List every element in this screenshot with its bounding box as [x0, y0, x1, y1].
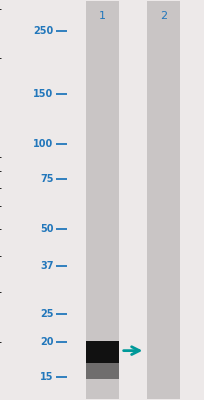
Bar [86, 363, 118, 379]
Text: 15: 15 [40, 372, 53, 382]
Text: 2: 2 [159, 12, 166, 22]
Text: 150: 150 [33, 89, 53, 99]
Text: 75: 75 [40, 174, 53, 184]
Text: 20: 20 [40, 336, 53, 346]
Text: 50: 50 [40, 224, 53, 234]
Text: 37: 37 [40, 261, 53, 271]
Bar [147, 0, 179, 399]
Text: 250: 250 [33, 26, 53, 36]
Bar [86, 341, 118, 363]
Text: 100: 100 [33, 139, 53, 149]
Text: 1: 1 [99, 12, 105, 22]
Bar [86, 0, 118, 399]
Text: 25: 25 [40, 309, 53, 319]
